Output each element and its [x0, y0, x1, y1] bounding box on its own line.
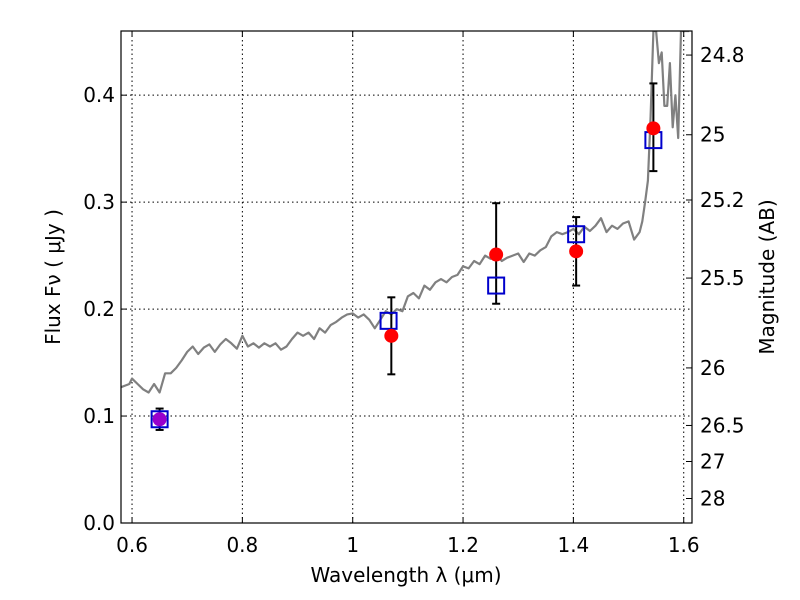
y2-tick-label: 25.2: [700, 188, 745, 212]
x-axis-label: Wavelength λ (μm): [310, 563, 501, 587]
observed-circle-marker: [384, 328, 399, 343]
y-tick-label: 0.2: [83, 297, 115, 321]
y2-tick-label: 25.5: [700, 266, 745, 290]
x-tick-label: 1.2: [447, 533, 479, 557]
y2-tick-label: 27: [700, 450, 725, 474]
model-photometry-series: [150, 131, 663, 429]
y-tick-label: 0.4: [83, 83, 115, 107]
y2-tick-label: 24.8: [700, 43, 745, 67]
y2-tick-label: 26: [700, 356, 725, 380]
model-square-marker: [567, 225, 586, 244]
plot-background: [121, 31, 692, 523]
plot-frame: [120, 30, 693, 524]
model-square-marker: [379, 311, 398, 330]
y-axis-label: Flux Fν ( μJy ): [41, 209, 65, 345]
observed-circle-marker: [489, 247, 504, 262]
observed-photometry-series: [152, 121, 661, 427]
x-tick-label: 1.4: [557, 533, 589, 557]
x-tick-label: 0.6: [116, 533, 148, 557]
x-axis-ticks: 0.6 0.8 1 1.2 1.4 1.6: [116, 31, 700, 557]
y2-tick-label: 26.5: [700, 413, 745, 437]
y2-axis-ticks: 24.8 25 25.2 25.5 26 26.5 27 28: [686, 43, 745, 511]
y2-tick-label: 25: [700, 123, 725, 147]
y-tick-label: 0.0: [83, 511, 115, 535]
y-tick-label: 0.1: [83, 404, 115, 428]
x-tick-label: 0.8: [226, 533, 258, 557]
spectrum-series: [121, 31, 690, 394]
x-tick-label: 1: [346, 533, 359, 557]
y2-axis-label: Magnitude (AB): [755, 199, 779, 354]
x-tick-label: 1.6: [668, 533, 700, 557]
y2-tick-label: 28: [700, 487, 725, 511]
y-tick-label: 0.3: [83, 190, 115, 214]
observed-circle-marker: [646, 121, 661, 136]
observed-circle-marker: [152, 412, 167, 427]
model-square-marker: [487, 276, 506, 295]
y-axis-ticks: 0.0 0.1 0.2 0.3 0.4: [83, 83, 127, 535]
model-square-marker: [150, 410, 169, 429]
spectrum-line: [121, 31, 690, 394]
observed-circle-marker: [569, 244, 584, 259]
